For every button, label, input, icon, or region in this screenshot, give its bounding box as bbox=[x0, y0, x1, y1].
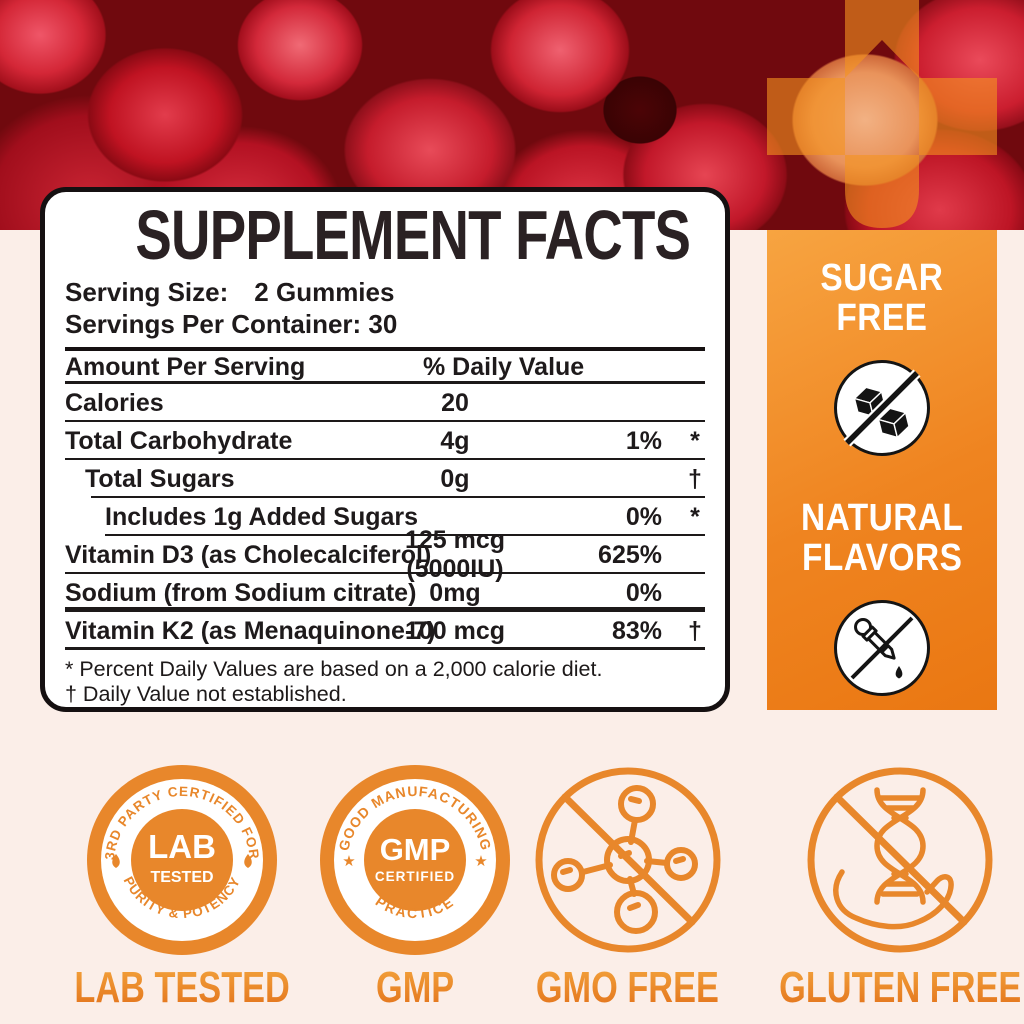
table-row: Total Sugars 0g † bbox=[65, 460, 705, 498]
lab-tested-seal: 3RD PARTY CERTIFIED FOR PURITY & POTENCY… bbox=[87, 765, 278, 955]
certification-badges: 3RD PARTY CERTIFIED FOR PURITY & POTENCY… bbox=[44, 765, 1021, 1012]
seal-center-sub-text: TESTED bbox=[151, 869, 214, 886]
badge-gluten-free: GLUTEN FREE bbox=[745, 765, 1024, 1011]
badge-label: GLUTEN FREE bbox=[779, 963, 1022, 1012]
table-row: Total Carbohydrate 4g 1% * bbox=[65, 422, 705, 460]
nutrient-dv: 0% bbox=[625, 578, 662, 607]
table-row: Vitamin K2 (as Menaquinone-7) 100 mcg 83… bbox=[65, 612, 705, 650]
star-icon: ★ bbox=[343, 853, 356, 870]
gmp-certified-seal: GOOD MANUFACTURING PRACTICE ★ ★ GMP CERT… bbox=[320, 765, 511, 955]
claims-panel: SUGAR FREE NATURAL FLAVO bbox=[767, 230, 997, 710]
nutrient-name: Calories bbox=[65, 388, 164, 417]
nutrient-amount: 0g bbox=[440, 464, 470, 493]
servings-per-container-line: Servings Per Container: 30 bbox=[65, 309, 398, 339]
nutrient-name: Includes 1g Added Sugars bbox=[105, 502, 419, 531]
no-gmo-molecule-icon bbox=[535, 767, 721, 953]
nutrient-symbol: † bbox=[688, 464, 702, 493]
footnote-dv: * Percent Daily Values are based on a 2,… bbox=[65, 657, 603, 681]
badge-gmp: GOOD MANUFACTURING PRACTICE ★ ★ GMP CERT… bbox=[320, 765, 511, 1012]
column-header-amount: Amount Per Serving bbox=[65, 353, 306, 381]
facts-table: Amount Per Serving % Daily Value Calorie… bbox=[65, 351, 705, 650]
nutrient-name: Vitamin D3 (as Cholecalciferol) bbox=[65, 540, 432, 569]
nutrient-symbol: * bbox=[690, 426, 700, 455]
table-row: Sodium (from Sodium citrate) 0mg 0% bbox=[65, 574, 705, 612]
badge-lab-tested: 3RD PARTY CERTIFIED FOR PURITY & POTENCY… bbox=[44, 765, 320, 1011]
nutrient-dv: 83% bbox=[611, 616, 662, 645]
claim-line: FLAVORS bbox=[801, 537, 963, 579]
column-header-daily-value: % Daily Value bbox=[423, 353, 585, 381]
nutrient-name: Sodium (from Sodium citrate) bbox=[65, 578, 417, 607]
table-header-row: Amount Per Serving % Daily Value bbox=[65, 351, 705, 384]
serving-size-label: Serving Size: bbox=[65, 277, 229, 307]
droplet-icon bbox=[112, 854, 120, 868]
serving-size-line: Serving Size: 2 Gummies bbox=[65, 276, 705, 308]
nutrient-amount: 0mg bbox=[429, 578, 481, 607]
claim-line: SUGAR bbox=[820, 257, 944, 299]
no-sugar-cubes-icon bbox=[834, 360, 930, 456]
seal-center-text: GMP bbox=[380, 832, 451, 867]
nutrient-dv: 1% bbox=[625, 426, 662, 455]
orange-cross-arrow-watermark bbox=[767, 0, 997, 228]
nutrient-amount: 20 bbox=[441, 388, 469, 417]
nutrient-name: Vitamin K2 (as Menaquinone-7) bbox=[65, 616, 436, 645]
badge-label: GMP bbox=[376, 963, 455, 1012]
table-row: Vitamin D3 (as Cholecalciferol) 125 mcg … bbox=[65, 526, 705, 583]
nutrient-amount: 125 mcg (5000IU) bbox=[404, 526, 506, 583]
badge-label: GMO FREE bbox=[536, 963, 720, 1012]
claim-sugar-free: SUGAR FREE bbox=[821, 258, 944, 338]
claim-natural-flavors: NATURAL FLAVORS bbox=[801, 498, 963, 578]
no-artificial-flavors-dropper-icon bbox=[834, 600, 930, 696]
footnotes: * Percent Daily Values are based on a 2,… bbox=[65, 657, 705, 707]
supplement-facts-panel: SUPPLEMENT FACTS Serving Size: 2 Gummies … bbox=[40, 187, 730, 712]
nutrient-name: Total Sugars bbox=[85, 464, 235, 493]
footnote-dagger: † Daily Value not established. bbox=[65, 682, 347, 706]
nutrient-dv: 625% bbox=[598, 540, 662, 569]
supplement-facts-title: SUPPLEMENT FACTS bbox=[135, 196, 691, 274]
nutrient-amount: 100 mcg bbox=[404, 616, 506, 645]
badge-label: LAB TESTED bbox=[74, 963, 290, 1012]
star-icon: ★ bbox=[475, 853, 488, 870]
claim-line: FREE bbox=[836, 297, 928, 339]
claim-line: NATURAL bbox=[800, 497, 964, 539]
badge-gmo-free: GMO FREE bbox=[510, 765, 745, 1011]
droplet-icon bbox=[244, 854, 252, 868]
table-row: Calories 20 bbox=[65, 384, 705, 422]
no-gluten-dna-hand-icon bbox=[807, 767, 993, 953]
serving-info: Serving Size: 2 Gummies Servings Per Cont… bbox=[65, 276, 705, 340]
nutrient-dv: 0% bbox=[625, 502, 662, 531]
nutrient-symbol: † bbox=[688, 616, 702, 645]
serving-size-value: 2 Gummies bbox=[254, 277, 395, 307]
nutrient-name: Total Carbohydrate bbox=[65, 426, 293, 455]
nutrient-symbol: * bbox=[690, 502, 700, 531]
table-row: Includes 1g Added Sugars 0% * bbox=[65, 498, 705, 536]
nutrient-amount: 4g bbox=[440, 426, 470, 455]
divider bbox=[65, 347, 705, 351]
seal-center-text: LAB bbox=[148, 828, 216, 865]
seal-center-sub-text: CERTIFIED bbox=[375, 869, 455, 884]
